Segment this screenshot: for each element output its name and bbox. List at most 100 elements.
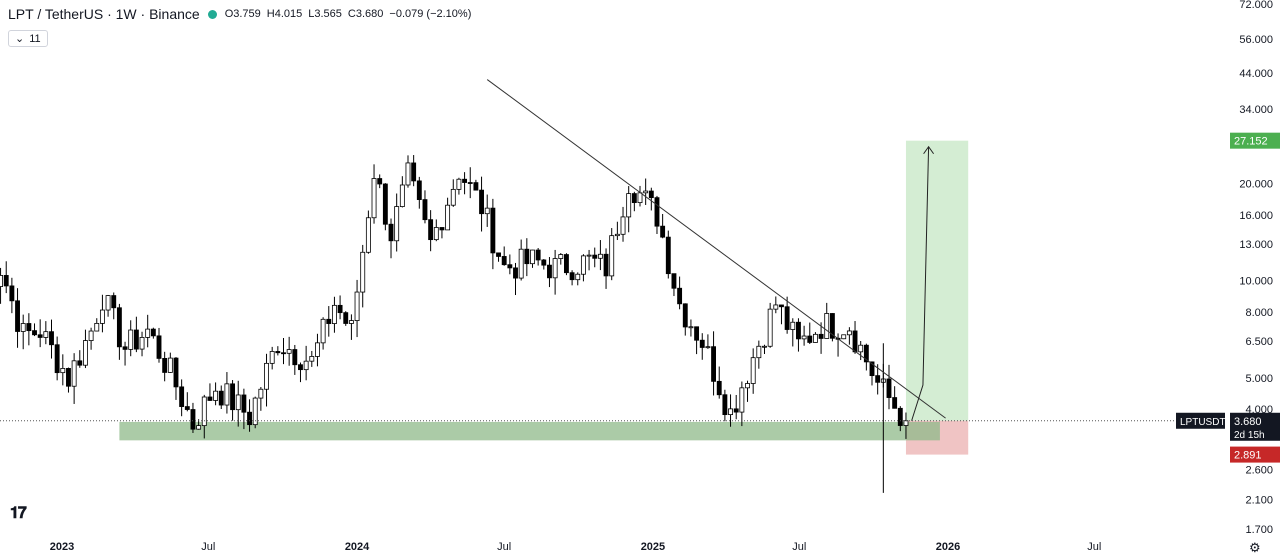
indicator-count: 11	[29, 32, 41, 45]
candle-body	[796, 321, 801, 340]
price-chart[interactable]: LPTUSDT	[0, 0, 1225, 535]
candle	[264, 353, 269, 407]
candle	[705, 334, 711, 349]
candle-body	[405, 162, 411, 186]
price-tick-label: 56.000	[1239, 34, 1273, 46]
candle-body	[671, 273, 677, 289]
symbol-title[interactable]: LPT / TetherUS · 1W · Binance	[8, 6, 200, 22]
candle-body	[439, 227, 445, 231]
price-tick-label: 1.700	[1245, 524, 1273, 535]
candle	[218, 385, 224, 409]
candle	[524, 238, 530, 277]
candle-body	[173, 357, 179, 388]
candle	[841, 334, 847, 340]
candle	[699, 333, 705, 360]
candle	[812, 332, 818, 343]
candle	[235, 380, 241, 427]
candle	[320, 317, 326, 350]
candle-body	[626, 193, 632, 218]
candle	[139, 331, 145, 357]
price-tick-label: 44.000	[1239, 68, 1273, 80]
candle-body	[597, 253, 603, 259]
candle-body	[20, 323, 26, 332]
price-tick-label: 10.000	[1239, 276, 1273, 288]
candle-body	[564, 254, 569, 274]
gear-icon[interactable]: ⚙	[1249, 540, 1261, 555]
time-tick-label: 2024	[345, 541, 370, 553]
candle-body	[122, 346, 128, 350]
current-price-tag: 3.680 2d 15h	[1230, 412, 1280, 441]
candle	[728, 394, 733, 427]
candle	[83, 329, 88, 369]
candle-body	[139, 337, 145, 350]
candle	[360, 244, 366, 308]
candle	[60, 354, 66, 386]
candle	[230, 380, 236, 421]
candle-body	[643, 190, 649, 194]
candle-body	[784, 306, 790, 330]
candle-body	[716, 380, 722, 396]
symbol-tag-text: LPTUSDT	[1180, 417, 1225, 428]
chart-legend: LPT / TetherUS · 1W · Binance O3.759 H4.…	[8, 6, 471, 22]
candle-body	[886, 378, 892, 398]
candle	[564, 253, 569, 276]
candle-body	[694, 326, 700, 341]
candle-body	[648, 190, 654, 199]
candle-body	[326, 318, 332, 324]
candle	[252, 396, 258, 429]
candle-body	[767, 308, 773, 347]
candle	[501, 246, 507, 266]
candle-body	[801, 335, 807, 340]
candle-body	[750, 357, 756, 384]
price-tick-label: 20.000	[1239, 179, 1273, 191]
candle-body	[235, 394, 241, 411]
candle-body	[207, 396, 213, 401]
close-value: C3.680	[347, 8, 384, 20]
time-tick-label: 2023	[50, 541, 74, 553]
candle-body	[603, 253, 609, 277]
candle-body	[382, 183, 388, 225]
candle-body	[852, 330, 858, 353]
candle	[637, 185, 643, 207]
price-axis[interactable]: 72.000 56.000 44.000 34.000 20.000 16.000 13.0…	[1225, 0, 1280, 535]
candle-body	[399, 184, 405, 207]
price-tick-label: 2.100	[1245, 494, 1273, 506]
candle	[377, 174, 383, 189]
candle-body	[575, 273, 581, 281]
candle	[518, 239, 524, 281]
candle-body	[450, 188, 456, 206]
candle-body	[535, 249, 541, 261]
candle-body	[3, 275, 9, 287]
candle	[399, 176, 405, 208]
candle	[156, 327, 162, 363]
candle	[875, 364, 881, 395]
time-axis[interactable]: 2023 Jul 2024 Jul 2025 Jul 2026 Jul	[0, 535, 1225, 557]
tradingview-logo-icon[interactable]: 𝟏𝟕	[10, 505, 27, 522]
candle	[394, 193, 400, 252]
price-tick-label: 13.000	[1239, 239, 1273, 251]
candle	[450, 179, 456, 207]
candle-body	[60, 368, 66, 374]
candle	[496, 252, 501, 262]
candle	[886, 364, 892, 410]
current-price-text: 3.680	[1234, 416, 1262, 428]
chevron-down-icon: ⌄	[15, 33, 25, 45]
candle-body	[428, 219, 434, 241]
candle	[869, 361, 875, 386]
candle	[422, 190, 428, 224]
change-value: −0.079 (−2.10%)	[389, 8, 472, 20]
candle-body	[728, 408, 733, 416]
candle-body	[241, 394, 247, 413]
candle-body	[190, 409, 196, 430]
candle-body	[292, 349, 298, 366]
target-price-tag-bg	[1230, 132, 1280, 149]
candle	[439, 227, 445, 239]
candle	[597, 240, 603, 271]
candle	[43, 321, 49, 345]
candle	[829, 313, 835, 342]
indicators-toggle-button[interactable]: ⌄ 11	[8, 30, 48, 47]
candle-body	[733, 408, 739, 413]
candle-body	[518, 248, 524, 279]
candle	[15, 288, 20, 348]
candle-body	[94, 322, 100, 332]
